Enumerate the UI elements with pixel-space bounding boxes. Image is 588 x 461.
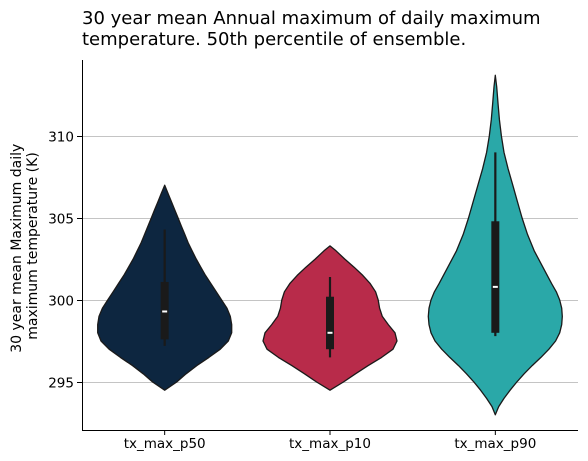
y-axis-label: 30 year mean Maximum daily maximum tempe… — [9, 139, 41, 353]
chart-title: 30 year mean Annual maximum of daily max… — [82, 8, 582, 50]
x-ticks: tx_max_p50 tx_max_p10 tx_max_p90 — [124, 430, 536, 452]
y-axis-label-line-2: maximum temperature (K) — [25, 152, 41, 340]
y-tick-label: 300 — [48, 294, 74, 310]
x-tick-label: tx_max_p10 — [289, 436, 371, 452]
y-ticks: 295 300 305 310 — [48, 130, 82, 392]
y-axis-label-line-1: 30 year mean Maximum daily — [9, 144, 25, 353]
violin-tx_max_p90 — [427, 74, 563, 416]
x-tick-label: tx_max_p50 — [124, 436, 206, 452]
chart-title-line-2: temperature. 50th percentile of ensemble… — [82, 29, 467, 50]
chart-title-line-1: 30 year mean Annual maximum of daily max… — [82, 8, 541, 29]
violin-tx_max_p50 — [97, 184, 233, 391]
violins — [97, 74, 563, 416]
x-tick-label: tx_max_p90 — [454, 436, 536, 452]
violin-iqr-box — [491, 221, 500, 333]
violin-tx_max_p10 — [262, 245, 398, 391]
y-tick-label: 305 — [48, 212, 74, 228]
y-tick-label: 310 — [48, 130, 74, 146]
violin-iqr-box — [326, 296, 334, 350]
y-tick-label: 295 — [48, 376, 74, 392]
